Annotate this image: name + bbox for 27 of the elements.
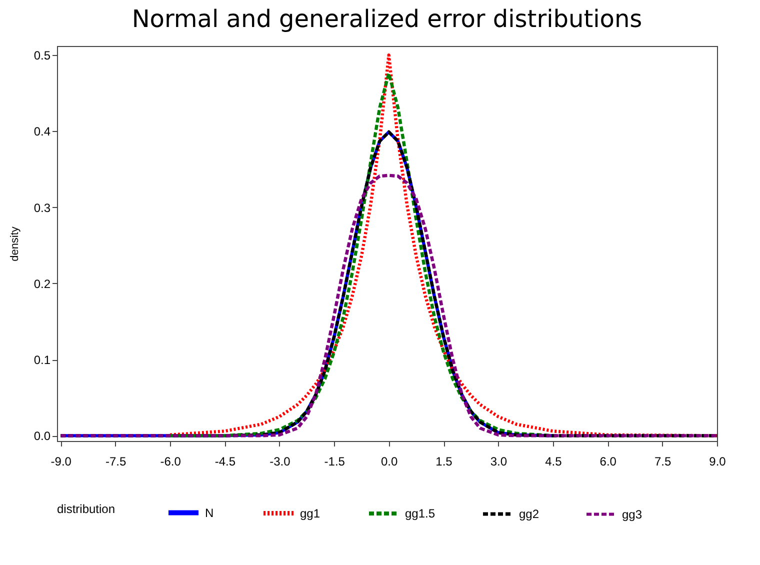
x-tick-label: 4.5 (545, 454, 562, 468)
y-tick-label: 0.1 (34, 353, 51, 368)
x-tick-label: -4.5 (214, 454, 236, 468)
x-tick-label: 0.0 (380, 454, 398, 468)
x-tick-label: -7.5 (106, 454, 127, 468)
y-axis-title: density (8, 226, 21, 262)
y-tick-label: 0.0 (34, 429, 51, 444)
y-tick-label: 0.4 (34, 124, 51, 139)
x-tick-label: 9.0 (709, 454, 726, 468)
x-tick-label: -6.0 (160, 454, 182, 468)
x-tick-label: 1.5 (436, 454, 453, 468)
legend-label: gg3 (622, 507, 642, 522)
x-tick-label: 7.5 (654, 454, 672, 468)
legend-label: gg1 (300, 506, 320, 520)
legend-label: gg2 (519, 507, 540, 521)
x-tick-label: -3.0 (270, 454, 291, 468)
legend-label: N (205, 506, 214, 520)
legend-label: gg1.5 (405, 506, 436, 520)
chart-title: Normal and generalized error distributions (132, 5, 642, 33)
x-tick-label: 3.0 (490, 454, 508, 468)
x-tick-label: -1.5 (324, 454, 346, 468)
legend-title: distribution (57, 502, 116, 516)
x-tick-label: -9.0 (50, 454, 72, 468)
x-tick-label: 6.0 (600, 454, 617, 468)
y-tick-label: 0.5 (34, 48, 51, 63)
y-tick-label: 0.2 (34, 276, 51, 291)
y-tick-label: 0.3 (34, 200, 51, 215)
